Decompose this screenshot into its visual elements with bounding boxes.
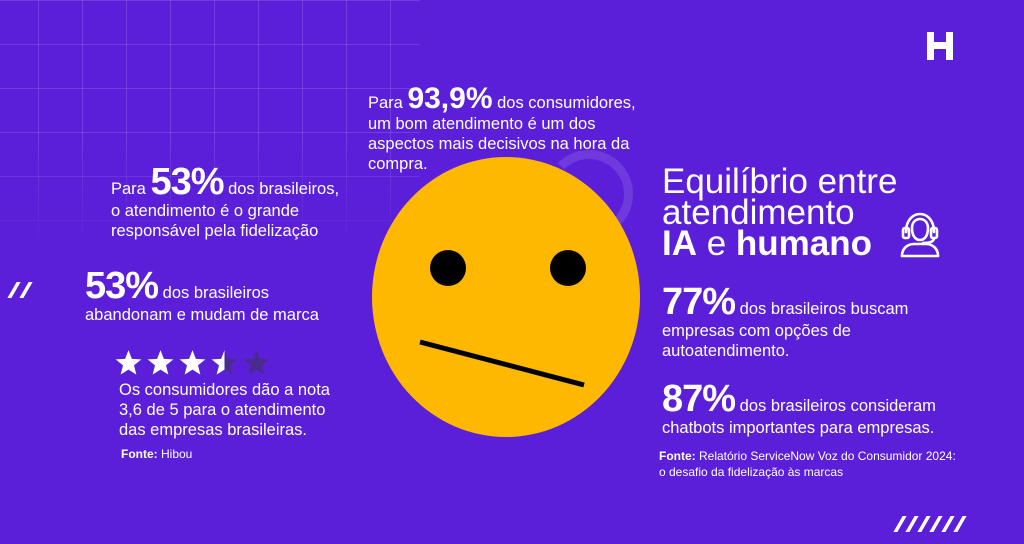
h-logo-icon <box>927 32 953 60</box>
headline-and: e <box>697 224 736 263</box>
loyalty-stat-line3: responsável pela fidelização <box>111 222 319 240</box>
self-service-stat: 77% dos brasileiros buscam empresas com … <box>662 283 908 361</box>
self-service-stat-line1: dos brasileiros buscam <box>735 300 909 318</box>
customer-service-agent-icon <box>900 212 940 258</box>
chatbot-stat-value: 87% <box>662 378 736 420</box>
decorative-slashes-bottom-right <box>893 516 970 537</box>
headline-ia: IA <box>662 224 697 263</box>
right-source-line1: Relatório ServiceNow Voz do Consumidor 2… <box>695 449 956 463</box>
right-source-label: Fonte: <box>659 449 696 463</box>
loyalty-stat-line2: o atendimento é o grande <box>111 202 300 220</box>
loyalty-stat: Para 53% dos brasileiros, o atendimento … <box>111 163 339 241</box>
star-icon <box>179 350 206 375</box>
rating-source-label: Fonte: <box>121 447 158 461</box>
self-service-stat-line3: autoatendimento. <box>662 342 790 360</box>
abandon-stat-line1: dos brasileiros <box>158 284 270 302</box>
decorative-slashes-left <box>7 282 36 303</box>
headline-humano: humano <box>735 224 873 263</box>
abandon-stat-line2: abandonam e mudam de marca <box>85 306 319 324</box>
loyalty-stat-prefix: Para <box>111 180 151 198</box>
rating-text: Os consumidores dão a nota 3,6 de 5 para… <box>119 380 330 440</box>
top-stat-line4: compra. <box>368 155 428 173</box>
loyalty-stat-value: 53% <box>150 161 224 203</box>
loyalty-stat-line1: dos brasileiros, <box>223 180 340 198</box>
self-service-stat-value: 77% <box>662 281 736 323</box>
star-icon <box>147 350 174 375</box>
self-service-stat-line2: empresas com opções de <box>662 322 851 340</box>
top-stat-line3: aspectos mais decisivos na hora da <box>368 135 630 153</box>
decorative-ring <box>545 150 633 238</box>
top-stat-prefix: Para <box>368 94 408 112</box>
right-source: Fonte: Relatório ServiceNow Voz do Consu… <box>659 448 956 480</box>
neutral-face-emoji <box>372 157 640 437</box>
rating-line1: Os consumidores dão a nota <box>119 381 330 399</box>
top-stat-line1: dos consumidores, <box>492 94 636 112</box>
headline: Equilíbrio entre atendimento IA e humano <box>662 162 898 261</box>
headline-line2: atendimento <box>662 193 855 232</box>
top-stat-value: 93,9% <box>407 82 493 115</box>
rating-stars <box>115 349 275 377</box>
abandon-stat-value: 53% <box>85 265 159 307</box>
abandon-stat: 53% dos brasileiros abandonam e mudam de… <box>85 267 319 325</box>
right-source-line2: o desafio da fidelização às marcas <box>659 465 844 479</box>
rating-source: Fonte: Hibou <box>121 446 192 462</box>
rating-source-value: Hibou <box>157 447 193 461</box>
chatbot-stat-line1: dos brasileiros consideram <box>735 397 936 415</box>
star-icon <box>243 350 270 375</box>
headline-line1: Equilíbrio entre <box>662 162 898 201</box>
chatbot-stat-line2: chatbots importantes para empresas. <box>662 419 935 437</box>
rating-line2: 3,6 de 5 para o atendimento <box>119 401 326 419</box>
chatbot-stat: 87% dos brasileiros consideram chatbots … <box>662 380 936 438</box>
rating-line3: das empresas brasileiras. <box>119 421 307 439</box>
top-stat: Para 93,9% dos consumidores, um bom aten… <box>368 84 636 174</box>
top-stat-line2: um bom atendimento é um dos <box>368 115 596 133</box>
star-icon <box>211 350 238 375</box>
star-icon <box>115 350 142 375</box>
grid-pattern <box>0 0 420 250</box>
